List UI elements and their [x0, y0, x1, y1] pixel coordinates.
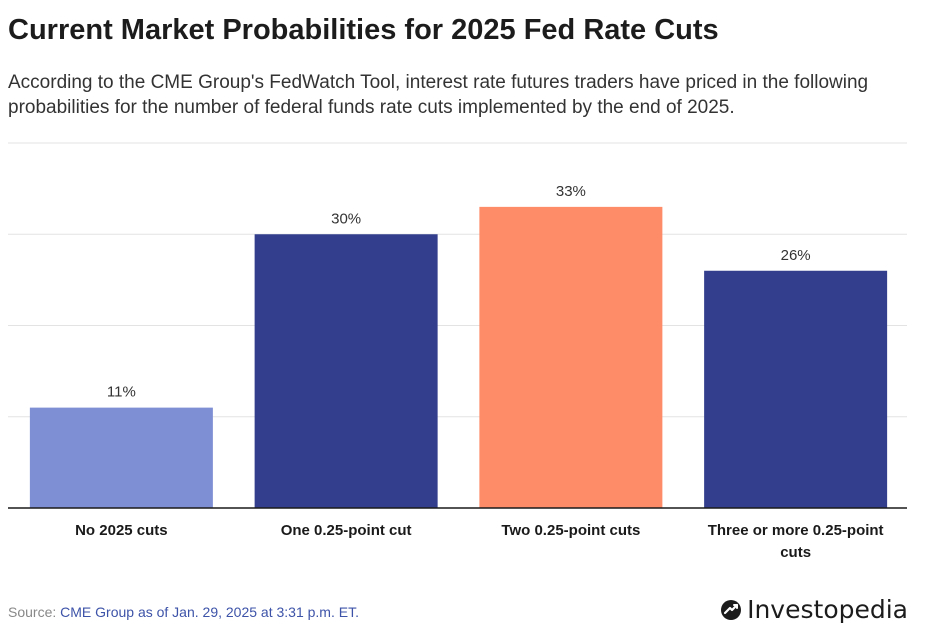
x-tick-label: Two 0.25-point cuts	[501, 522, 640, 539]
bar	[479, 206, 663, 508]
source-prefix: Source:	[8, 604, 61, 620]
x-tick-label: Three or more 0.25-point	[708, 522, 884, 539]
data-label: 11%	[107, 384, 136, 401]
x-tick-label: cuts	[780, 544, 811, 561]
x-tick-label: No 2025 cuts	[75, 522, 168, 539]
brand[interactable]: Investopedia	[720, 595, 908, 624]
brand-name: Investopedia	[747, 595, 908, 624]
investopedia-logo-icon	[721, 599, 742, 620]
x-tick-label: One 0.25-point cut	[281, 522, 412, 539]
data-label: 30%	[331, 210, 361, 227]
bar	[254, 234, 438, 508]
source-link[interactable]: CME Group as of Jan. 29, 2025 at 3:31 p.…	[60, 604, 359, 620]
chart-subtitle: According to the CME Group's FedWatch To…	[8, 72, 869, 118]
source-note: Source: CME Group as of Jan. 29, 2025 at…	[8, 604, 359, 620]
bar	[704, 270, 888, 508]
bar	[29, 407, 213, 508]
data-label: 26%	[781, 247, 811, 264]
data-label: 33%	[556, 183, 586, 200]
chart-title: Current Market Probabilities for 2025 Fe…	[8, 14, 719, 46]
